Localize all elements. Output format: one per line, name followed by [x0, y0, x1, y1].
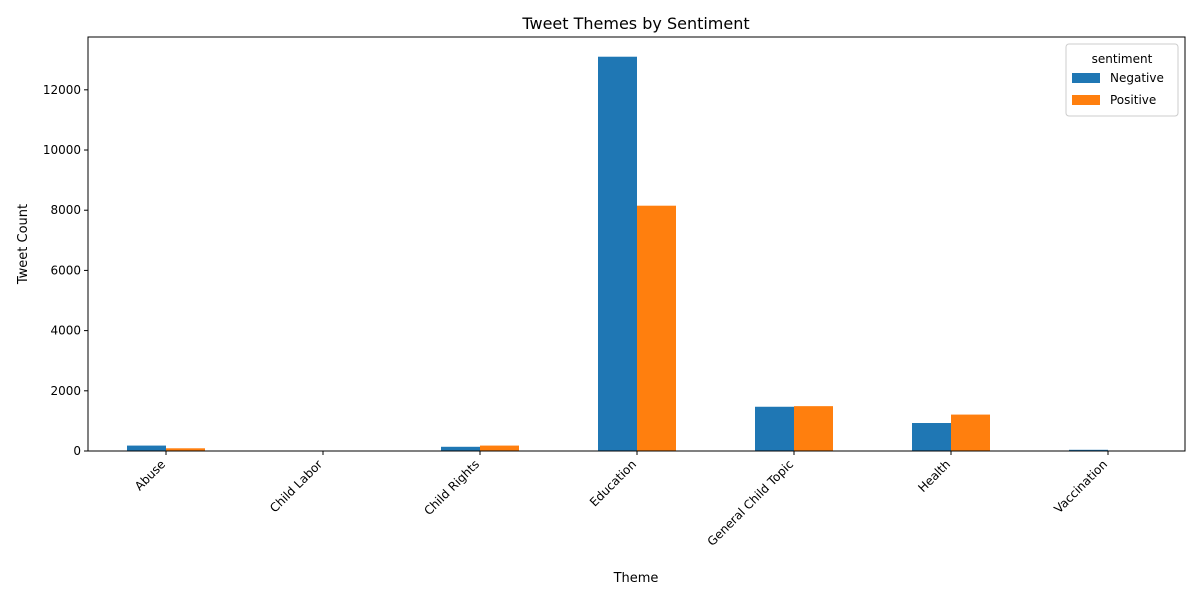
- bar-positive-child-rights: [480, 446, 519, 451]
- y-tick-label: 12000: [43, 83, 81, 97]
- legend-swatch-positive: [1072, 95, 1100, 105]
- x-tick-label: Abuse: [132, 457, 168, 493]
- bar-negative-education: [598, 57, 637, 451]
- legend: sentiment Negative Positive: [1066, 44, 1178, 116]
- bar-negative-health: [912, 423, 951, 451]
- legend-label-negative: Negative: [1110, 71, 1164, 85]
- bar-positive-health: [951, 415, 990, 451]
- y-tick-label: 4000: [50, 324, 81, 338]
- chart-title: Tweet Themes by Sentiment: [521, 14, 749, 33]
- y-tick-label: 8000: [50, 203, 81, 217]
- x-axis-label: Theme: [613, 571, 659, 586]
- x-tick-label: Health: [915, 457, 953, 495]
- bar-positive-general-child-topic: [794, 406, 833, 451]
- x-axis-ticks: Abuse Child Labor Child Rights Education Gen…: [132, 451, 1110, 549]
- legend-title: sentiment: [1092, 52, 1153, 66]
- y-tick-label: 0: [73, 444, 81, 458]
- x-tick-label: Education: [587, 457, 639, 509]
- y-tick-label: 6000: [50, 263, 81, 277]
- bar-negative-child-rights: [441, 447, 480, 451]
- x-tick-label: General Child Topic: [705, 457, 796, 548]
- y-tick-label: 2000: [50, 384, 81, 398]
- y-tick-label: 10000: [43, 143, 81, 157]
- bar-negative-abuse: [127, 446, 166, 451]
- legend-label-positive: Positive: [1110, 93, 1156, 107]
- x-tick-label: Vaccination: [1051, 457, 1110, 516]
- y-axis-label: Tweet Count: [16, 204, 31, 285]
- x-tick-label: Child Labor: [267, 457, 325, 515]
- x-tick-label: Child Rights: [421, 457, 482, 518]
- y-axis-ticks: 0 2000 4000 6000 8000 10000 12000: [43, 83, 88, 458]
- legend-swatch-negative: [1072, 73, 1100, 83]
- bar-positive-education: [637, 206, 676, 451]
- bar-negative-general-child-topic: [755, 407, 794, 451]
- bars-group: [127, 57, 1147, 451]
